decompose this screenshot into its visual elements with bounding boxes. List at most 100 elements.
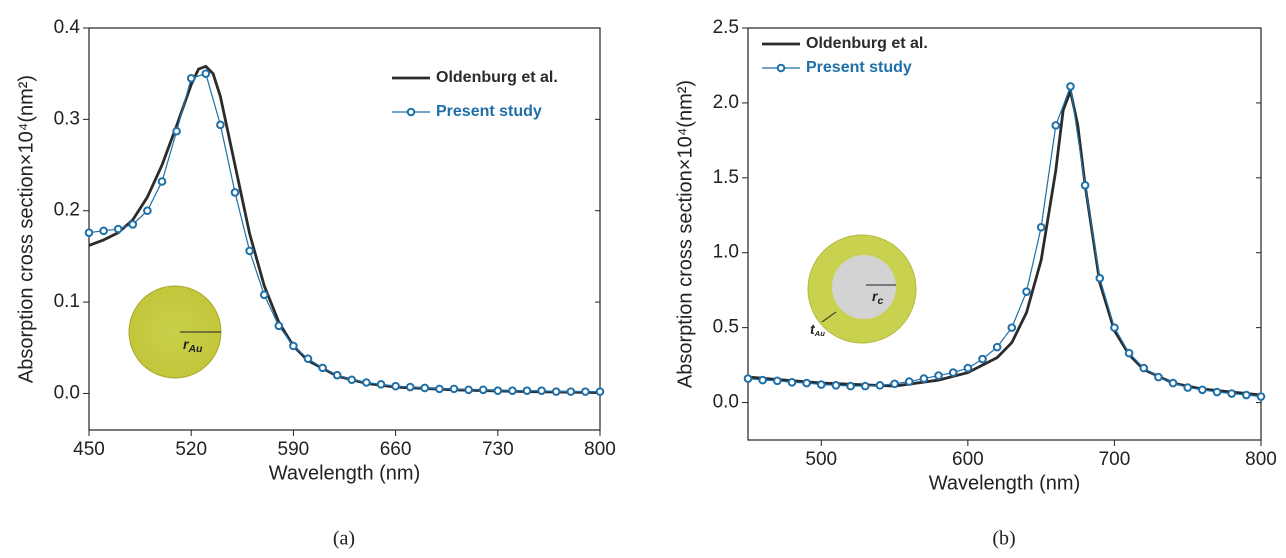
- data-point: [1124, 348, 1134, 358]
- annotation-subscript: Au: [814, 329, 826, 338]
- y-tick-label: 0.0: [713, 392, 739, 413]
- data-point: [347, 375, 357, 385]
- data-point: [566, 387, 576, 396]
- data-point: [332, 370, 342, 380]
- x-axis-label: Wavelength (nm): [269, 462, 421, 484]
- data-point: [875, 381, 885, 390]
- data-point: [1007, 323, 1017, 332]
- y-tick-label: 2.0: [713, 92, 739, 113]
- data-point: [890, 379, 899, 389]
- series-line: [747, 85, 1262, 397]
- x-tick-label: 590: [278, 439, 310, 460]
- data-point: [508, 386, 517, 396]
- annotation: rAu: [183, 336, 203, 355]
- data-point: [743, 374, 753, 383]
- legend-label: Oldenburg et al.: [436, 69, 558, 86]
- data-point: [595, 387, 605, 396]
- inset-core: [832, 255, 896, 319]
- data-point: [186, 73, 196, 83]
- data-point: [435, 384, 444, 394]
- data-point: [405, 382, 415, 392]
- data-point: [420, 383, 430, 393]
- y-tick-label: 0.1: [54, 291, 80, 312]
- y-tick-label: 0.3: [54, 108, 80, 129]
- y-tick-label: 0.2: [54, 200, 80, 221]
- y-tick-label: 0.0: [54, 382, 80, 403]
- y-tick-label: 0.5: [713, 317, 739, 338]
- data-point: [493, 386, 503, 396]
- data-point: [860, 381, 870, 391]
- x-tick-label: 730: [482, 439, 514, 460]
- data-point: [992, 342, 1002, 352]
- annotation: tAu: [810, 321, 825, 338]
- data-point: [904, 377, 914, 386]
- legend-label: Oldenburg et al.: [806, 35, 928, 52]
- data-point: [1168, 378, 1178, 388]
- data-point: [816, 380, 826, 389]
- data-point: [773, 376, 782, 386]
- data-point: [1256, 392, 1266, 401]
- inset-thickness: [821, 311, 837, 323]
- data-point: [846, 381, 855, 391]
- data-point: [551, 387, 561, 396]
- annotation-text: t: [810, 321, 816, 337]
- legend-label: Present study: [806, 59, 912, 76]
- annotation-subscript: c: [877, 295, 883, 307]
- data-point: [99, 226, 108, 236]
- caption: (b): [992, 528, 1015, 550]
- data-point: [362, 378, 371, 387]
- data-point: [201, 69, 211, 78]
- data-point: [1066, 82, 1075, 91]
- y-tick-label: 2.5: [713, 17, 739, 38]
- data-point: [1242, 390, 1251, 400]
- data-point: [1227, 389, 1236, 398]
- x-tick-label: 500: [805, 449, 837, 470]
- data-point: [376, 380, 386, 389]
- data-point: [1139, 363, 1149, 373]
- data-point: [157, 177, 167, 186]
- data-point: [1022, 287, 1031, 296]
- y-axis-label: Absorption cross section×10⁴(nm²): [674, 80, 696, 388]
- x-tick-label: 600: [952, 449, 984, 470]
- data-point: [449, 384, 459, 394]
- data-point: [216, 120, 225, 130]
- x-tick-label: 700: [1099, 449, 1131, 470]
- data-point: [1154, 372, 1163, 382]
- x-tick-label: 800: [584, 439, 616, 460]
- data-point: [1110, 323, 1119, 332]
- caption: (a): [333, 528, 355, 550]
- x-tick-label: 800: [1245, 449, 1277, 470]
- data-point: [84, 228, 94, 237]
- data-point: [919, 374, 929, 383]
- annotation-text: r: [183, 336, 190, 352]
- data-point: [948, 368, 958, 377]
- annotation-text: r: [872, 288, 879, 304]
- data-point: [464, 385, 473, 395]
- data-point: [1051, 121, 1061, 130]
- y-axis-label: Absorption cross section×10⁴(nm²): [15, 75, 37, 383]
- data-point: [289, 341, 298, 351]
- data-point: [391, 381, 400, 391]
- legend-marker: [776, 63, 786, 73]
- y-tick-label: 1.5: [713, 167, 739, 188]
- data-point: [831, 381, 841, 390]
- data-point: [274, 321, 284, 331]
- data-point: [802, 378, 811, 388]
- y-tick-label: 1.0: [713, 242, 739, 263]
- x-axis-label: Wavelength (nm): [929, 472, 1081, 494]
- data-point: [1095, 273, 1105, 283]
- data-point: [1080, 181, 1090, 190]
- y-tick-label: 0.4: [54, 17, 81, 38]
- data-point: [978, 354, 987, 364]
- data-point: [758, 375, 767, 385]
- data-point: [1036, 222, 1046, 232]
- legend-label: Present study: [436, 103, 542, 120]
- data-point: [245, 246, 254, 256]
- data-point: [963, 363, 973, 373]
- data-point: [113, 224, 123, 234]
- data-point: [172, 126, 181, 136]
- data-point: [934, 371, 943, 380]
- data-point: [1198, 385, 1207, 395]
- annotation-subscript: Au: [187, 343, 203, 355]
